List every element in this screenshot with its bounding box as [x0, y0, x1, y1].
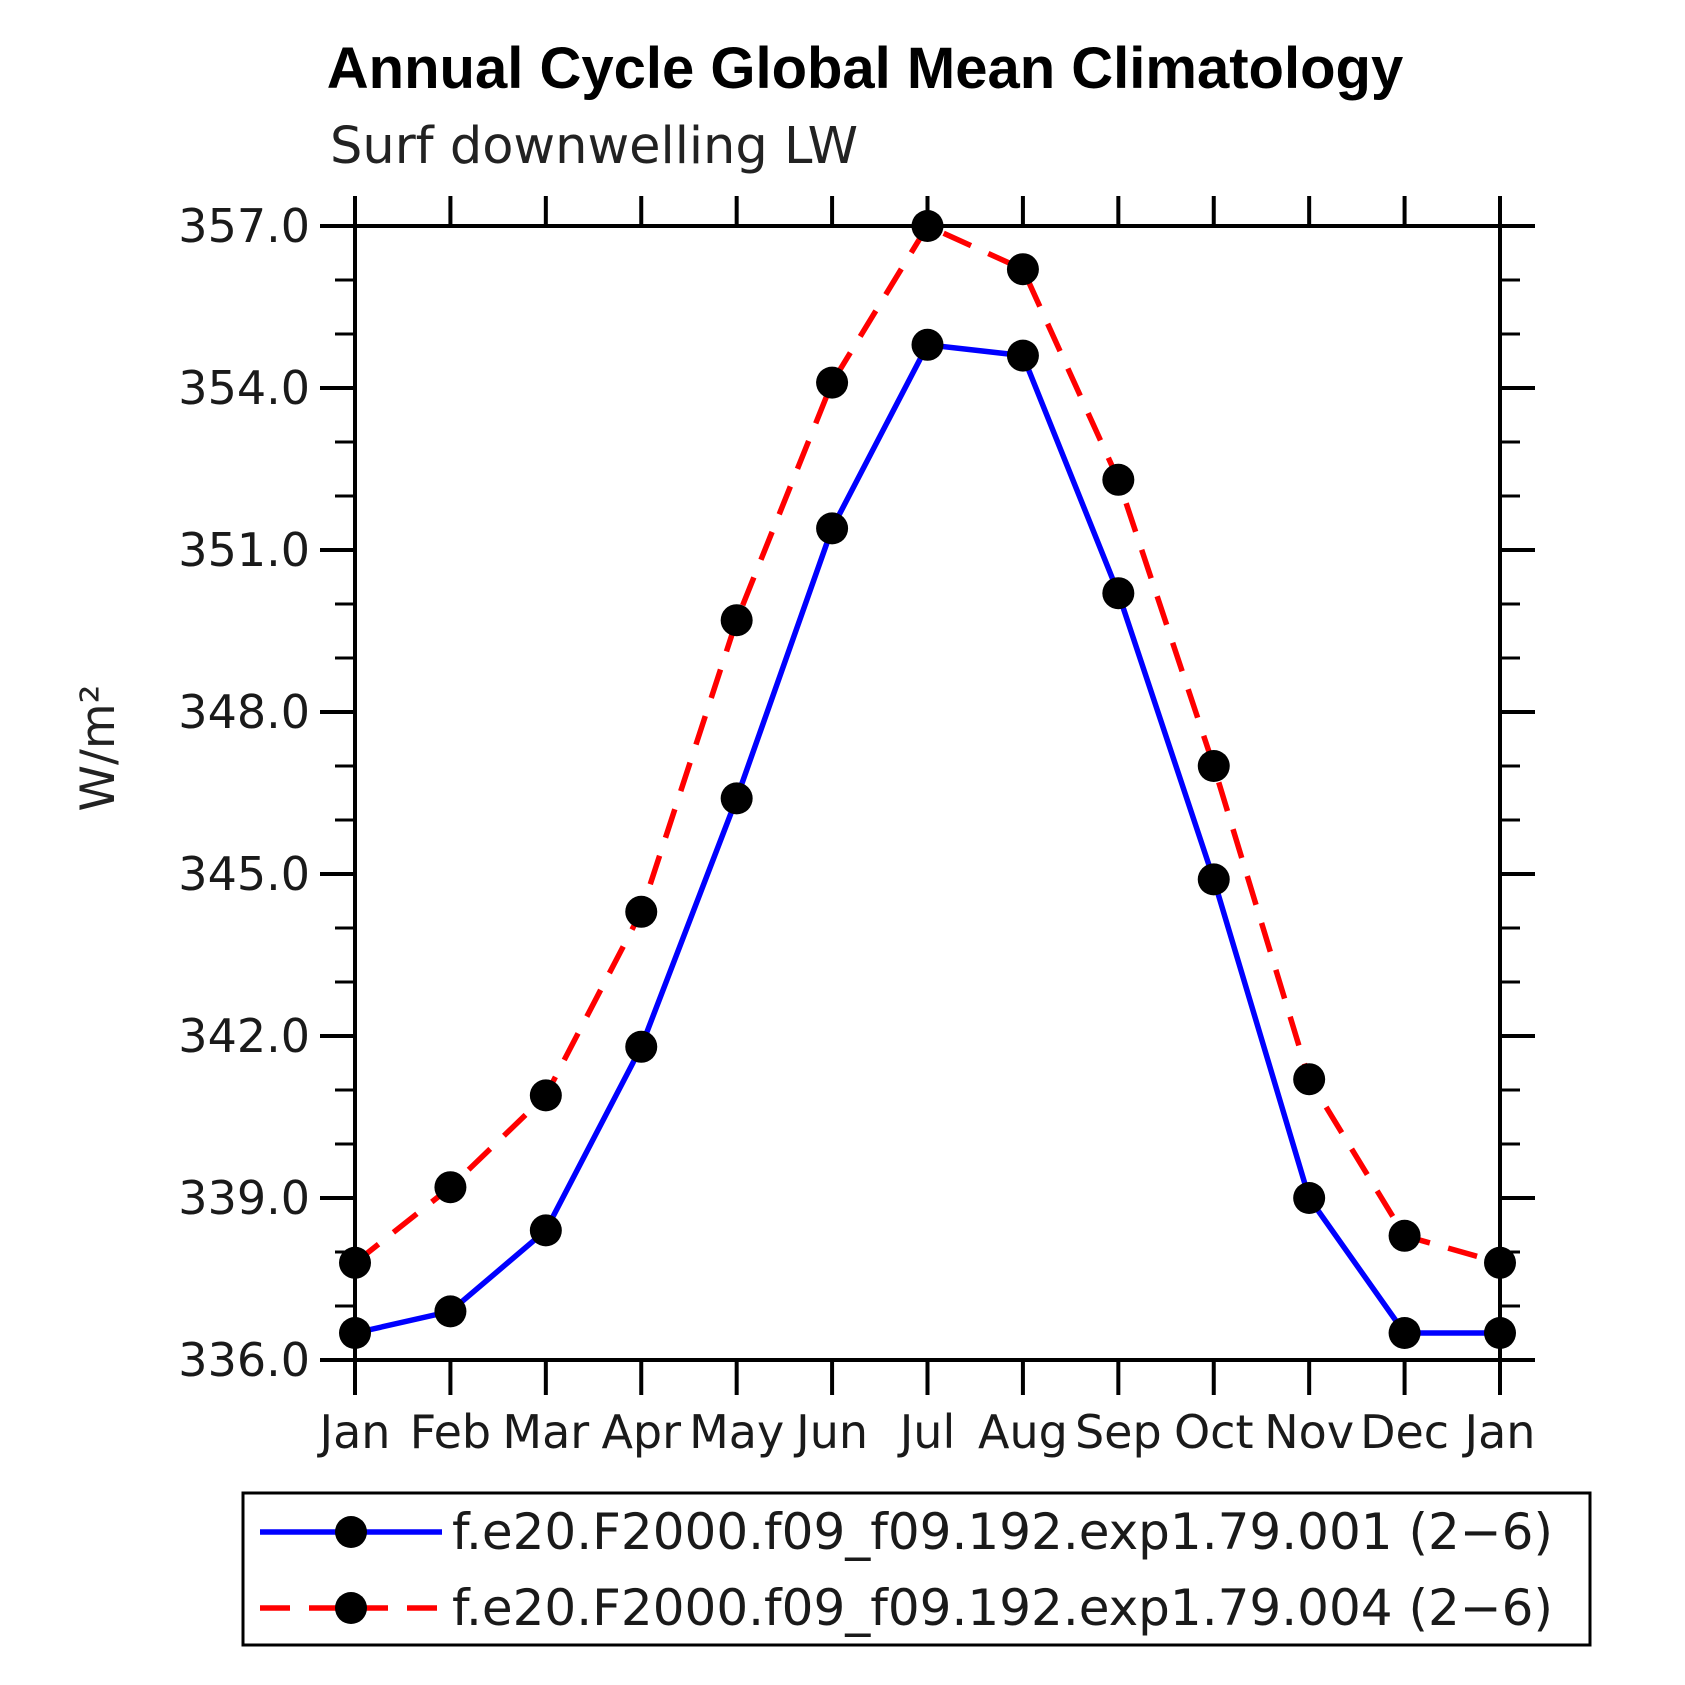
- data-point-s1-Jan: [1484, 1246, 1516, 1279]
- x-tick-label: Jun: [793, 1405, 868, 1459]
- data-point-s0-Mar: [529, 1214, 562, 1247]
- legend-label-1: f.e20.F2000.f09_f09.192.exp1.79.004 (2−6…: [452, 1579, 1553, 1637]
- data-point-s0-Oct: [1197, 863, 1230, 896]
- y-tick-label: 348.0: [178, 685, 310, 739]
- legend: f.e20.F2000.f09_f09.192.exp1.79.001 (2−6…: [241, 1491, 1592, 1647]
- data-point-s1-Feb: [434, 1171, 467, 1204]
- data-point-s1-Sep: [1102, 463, 1135, 496]
- data-point-s1-Mar: [529, 1079, 562, 1112]
- data-point-s0-Aug: [1006, 339, 1039, 372]
- series-line-0: [354, 341, 1500, 1336]
- data-point-s1-Jun: [816, 366, 849, 399]
- x-tick-label: May: [689, 1405, 784, 1459]
- y-tick-label: 342.0: [178, 1009, 310, 1063]
- data-point-s0-Jan: [339, 1317, 371, 1349]
- x-tick-label: Feb: [410, 1405, 491, 1459]
- data-point-s1-Nov: [1293, 1063, 1326, 1096]
- x-tick-label: Aug: [978, 1405, 1068, 1459]
- data-point-s1-Dec: [1388, 1219, 1421, 1252]
- data-point-s0-Apr: [625, 1030, 658, 1063]
- data-point-s0-Feb: [434, 1295, 467, 1328]
- data-point-s1-Jan: [339, 1246, 371, 1279]
- plot-area: 336.0 339.0 342.0 345.0 348.0 351.0 354.0 357.0…: [178, 196, 1535, 1459]
- y-tick-label: 336.0: [178, 1333, 310, 1387]
- data-point-s0-Dec: [1388, 1317, 1421, 1349]
- x-tick-label: Mar: [502, 1405, 589, 1459]
- y-tick-label: 339.0: [178, 1171, 310, 1225]
- plot-frame: [353, 224, 1502, 1362]
- data-point-s1-Apr: [625, 895, 658, 928]
- x-tick-label: Oct: [1174, 1405, 1254, 1459]
- y-tick-label: 354.0: [178, 361, 310, 415]
- y-tick-label: 345.0: [178, 847, 310, 901]
- legend-box: [241, 1491, 1592, 1647]
- data-point-s0-Jul: [911, 328, 944, 361]
- chart-title: Annual Cycle Global Mean Climatology: [327, 36, 1403, 101]
- legend-label-0: f.e20.F2000.f09_f09.192.exp1.79.001 (2−6…: [452, 1503, 1553, 1561]
- data-point-s0-Nov: [1293, 1182, 1326, 1214]
- y-tick-label: 351.0: [178, 523, 310, 577]
- x-tick-label: Jul: [897, 1405, 956, 1459]
- chart-subtitle: Surf downwelling LW: [330, 117, 858, 176]
- data-point-s1-Aug: [1006, 253, 1039, 286]
- data-point-s0-Jan: [1484, 1317, 1516, 1349]
- y-tick-label: 357.0: [178, 199, 310, 253]
- legend-marker-0: [335, 1516, 367, 1548]
- x-tick-label: Apr: [601, 1405, 681, 1459]
- data-point-s1-May: [720, 604, 753, 637]
- data-point-s1-Jul: [911, 210, 944, 242]
- x-tick-label: Sep: [1075, 1405, 1162, 1459]
- x-tick-label: Jan: [317, 1405, 391, 1459]
- y-axis-label: W/m²: [71, 685, 126, 812]
- x-tick-label: Dec: [1360, 1405, 1449, 1459]
- data-point-s1-Oct: [1197, 750, 1230, 782]
- series-line-1: [353, 222, 1501, 1266]
- data-point-s0-Jun: [816, 512, 849, 545]
- x-tick-label: Jan: [1462, 1405, 1536, 1459]
- x-tick-label: Nov: [1264, 1405, 1354, 1459]
- data-point-s0-May: [720, 782, 753, 815]
- data-point-s0-Sep: [1102, 577, 1135, 610]
- legend-marker-1: [335, 1592, 367, 1624]
